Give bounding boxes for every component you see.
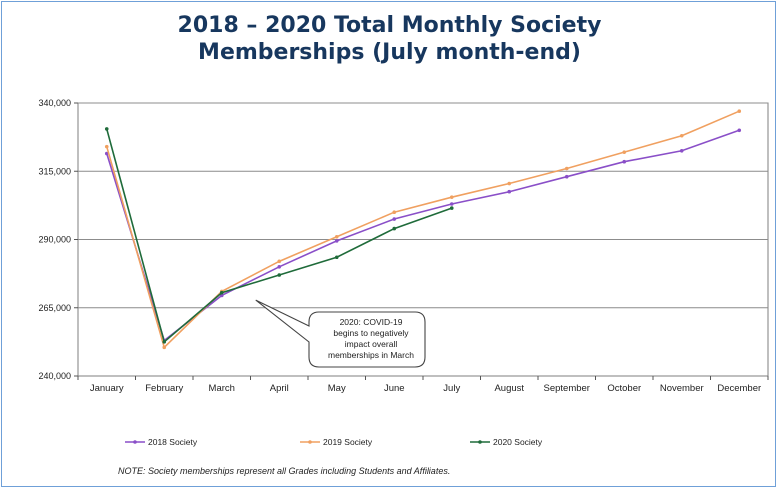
- y-tick-label: 265,000: [38, 303, 71, 313]
- chart-title-line-2: Memberships (July month-end): [198, 40, 581, 65]
- legend-marker: [133, 440, 137, 444]
- data-point: [622, 159, 627, 164]
- data-point: [334, 255, 339, 260]
- legend-marker: [478, 440, 482, 444]
- x-tick-label: December: [717, 383, 761, 394]
- data-point: [162, 345, 167, 350]
- x-tick-label: September: [544, 383, 590, 394]
- x-tick-label: August: [494, 383, 524, 394]
- x-tick-label: March: [209, 383, 235, 394]
- data-point: [334, 239, 339, 243]
- annotation-text: 2020: COVID-19: [340, 317, 403, 327]
- series-line-1: [105, 129, 740, 342]
- data-point: [622, 150, 627, 154]
- data-point: [392, 226, 397, 231]
- x-tick-label: February: [145, 383, 183, 394]
- x-tick-label: October: [607, 383, 641, 394]
- x-tick-label: January: [90, 383, 124, 394]
- chart-title: 2018 – 2020 Total Monthly Society Member…: [0, 12, 779, 66]
- data-point: [277, 265, 282, 269]
- series-line-3: [105, 128, 453, 344]
- data-point: [219, 290, 224, 295]
- annotation-text: begins to negatively: [333, 328, 409, 338]
- y-tick-label: 240,000: [38, 371, 71, 381]
- data-point: [277, 259, 282, 264]
- data-point: [449, 202, 454, 206]
- x-tick-label: May: [328, 383, 346, 394]
- annotation-text: impact overall: [345, 339, 398, 349]
- data-point: [162, 340, 167, 344]
- x-tick-label: April: [270, 383, 289, 394]
- data-point: [737, 128, 742, 133]
- data-point: [449, 206, 454, 210]
- data-point: [277, 273, 282, 277]
- y-tick-label: 290,000: [38, 235, 71, 245]
- data-point: [392, 217, 397, 221]
- data-point: [219, 293, 224, 298]
- y-tick-label: 340,000: [38, 98, 71, 108]
- legend-marker: [308, 440, 312, 444]
- data-point: [507, 189, 512, 194]
- data-point: [564, 174, 569, 179]
- chart-note: NOTE: Society memberships represent all …: [118, 466, 451, 476]
- data-point: [104, 127, 109, 131]
- data-point: [679, 133, 684, 138]
- chart-title-line-1: 2018 – 2020 Total Monthly Society: [177, 13, 602, 38]
- data-point: [507, 181, 512, 186]
- data-point: [449, 195, 454, 199]
- data-point: [679, 148, 684, 153]
- data-point: [392, 210, 397, 214]
- legend-label: 2019 Society: [323, 437, 373, 447]
- data-point: [737, 109, 742, 113]
- data-point: [564, 166, 569, 171]
- data-point: [334, 234, 339, 239]
- x-tick-label: July: [443, 383, 460, 394]
- data-point: [104, 144, 109, 149]
- legend-label: 2018 Society: [148, 437, 198, 447]
- legend-label: 2020 Society: [493, 437, 543, 447]
- x-tick-label: June: [384, 383, 405, 394]
- annotation-callout: [255, 299, 426, 368]
- y-tick-label: 315,000: [38, 166, 71, 176]
- x-tick-label: November: [660, 383, 704, 394]
- annotation-text: memberships in March: [328, 350, 414, 360]
- series-line-2: [105, 110, 740, 349]
